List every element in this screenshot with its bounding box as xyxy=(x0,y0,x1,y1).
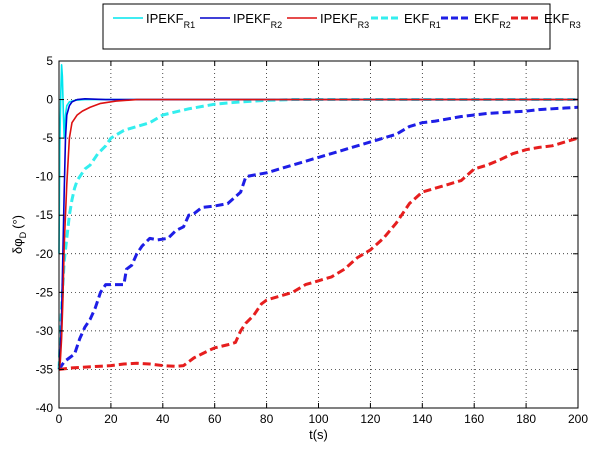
series-line-ekfr2 xyxy=(57,105,579,371)
series-line-ekfr3 xyxy=(58,136,579,371)
legend-label-ekfr1: EKFR1 xyxy=(404,11,441,30)
x-axis-label: t(s) xyxy=(309,427,328,442)
y-axis-label-subscript: D xyxy=(18,231,28,238)
y-axis-label-symbol: δφ xyxy=(10,238,25,254)
y-tick-label: 5 xyxy=(46,54,53,68)
series-line-ipekfr3 xyxy=(58,98,578,370)
x-tick-label: 0 xyxy=(56,412,63,426)
y-tick-label: -40 xyxy=(36,401,54,415)
y-tick-label: -10 xyxy=(36,170,54,184)
legend-box xyxy=(102,3,551,50)
x-tick-label: 20 xyxy=(104,412,118,426)
series-line-ekfr1 xyxy=(57,98,578,370)
x-tick-label: 100 xyxy=(308,412,328,426)
plot-series xyxy=(57,64,579,371)
y-tick-label: -35 xyxy=(36,362,54,376)
y-tick-label: -25 xyxy=(36,285,54,299)
x-tick-label: 140 xyxy=(412,412,432,426)
legend-label-ekfr3: EKFR3 xyxy=(544,11,581,30)
x-tick-label: 40 xyxy=(156,412,170,426)
y-axis-label: δφD (°) xyxy=(10,215,28,254)
x-tick-label: 60 xyxy=(208,412,222,426)
y-tick-label: -30 xyxy=(36,324,54,338)
x-tick-label: 120 xyxy=(360,412,380,426)
x-tick-label: 160 xyxy=(464,412,484,426)
y-tick-label: 0 xyxy=(46,93,53,107)
y-tick-label: -5 xyxy=(42,131,53,145)
legend-label-ipekfr2: IPEKFR2 xyxy=(233,11,282,30)
y-axis: 5 0 -5 -10 -15 -20 -25 -30 -35 -40 xyxy=(36,54,578,415)
legend-label-ipekfr3: IPEKFR3 xyxy=(320,11,369,30)
legend-label-ipekfr1: IPEKFR1 xyxy=(146,11,195,30)
x-tick-label: 180 xyxy=(516,412,536,426)
legend: IPEKFR1 IPEKFR2 IPEKFR3 EKFR1 EKFR2 EKFR3 xyxy=(102,3,581,50)
x-axis: 0 20 40 60 80 100 120 140 160 180 200 xyxy=(56,61,588,426)
y-axis-label-unit: (°) xyxy=(10,215,25,229)
legend-label-ekfr2: EKFR2 xyxy=(474,11,511,30)
x-tick-label: 200 xyxy=(568,412,588,426)
y-tick-label: -20 xyxy=(36,247,54,261)
y-tick-label: -15 xyxy=(36,208,54,222)
x-tick-label: 80 xyxy=(260,412,274,426)
